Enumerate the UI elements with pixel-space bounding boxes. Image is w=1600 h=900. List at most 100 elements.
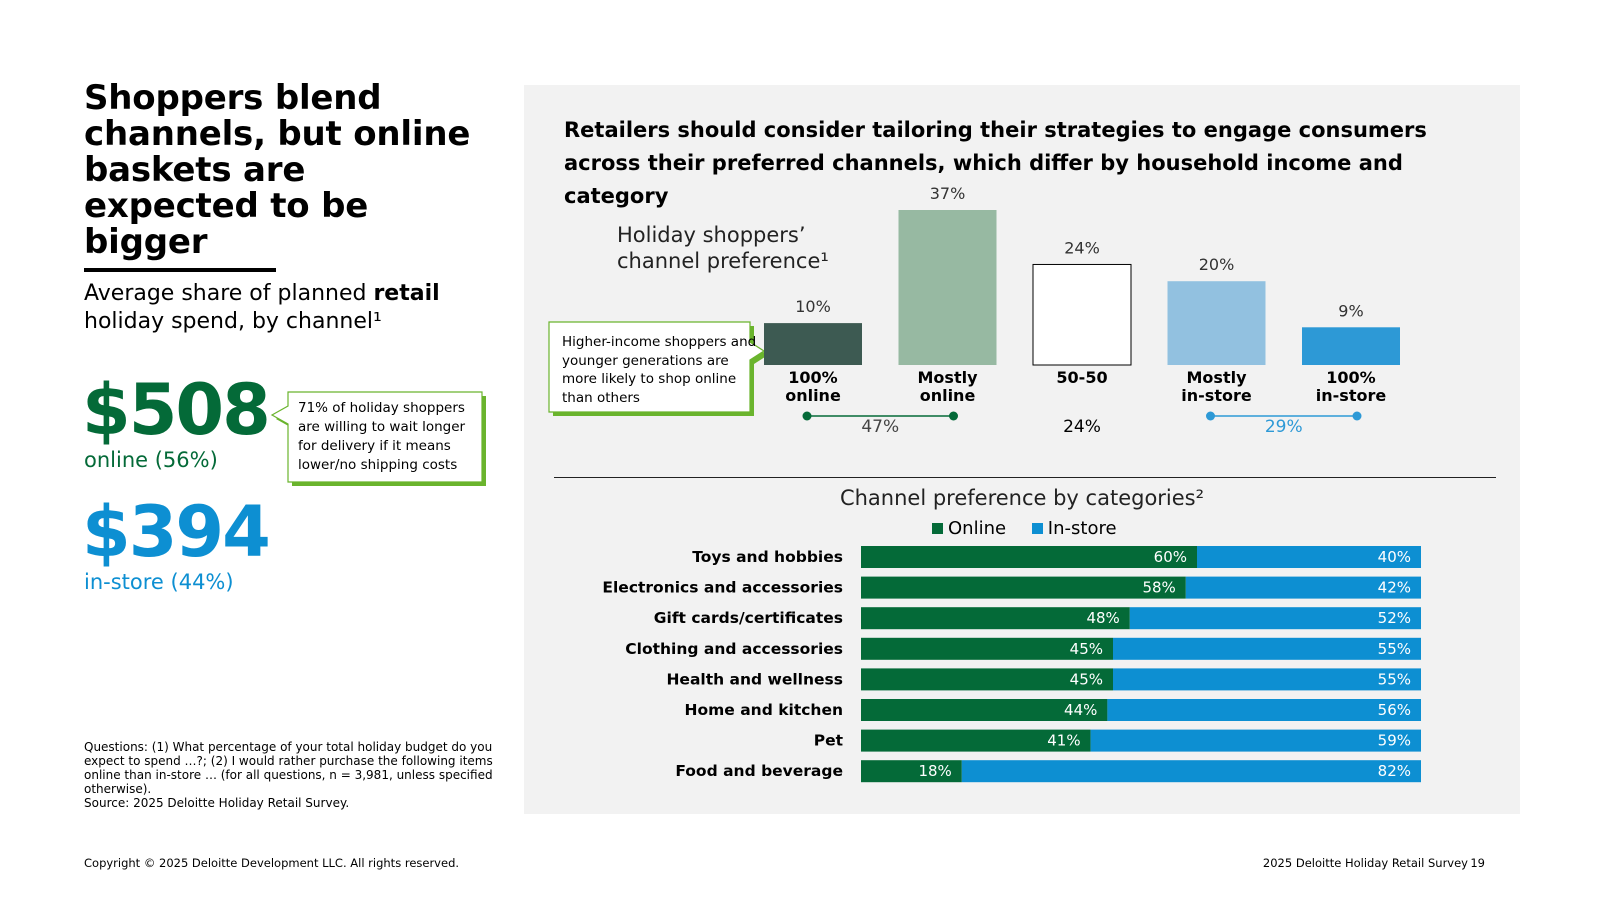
column-category-label: 100% [788,368,837,387]
bar-value-online: 45% [1070,640,1103,658]
channel-preference-title: Holiday shoppers’ channel preference¹ [617,222,829,274]
column-category-label: Mostly [918,368,979,387]
bar-segment-instore [1113,668,1421,691]
column-category-label: in-store [1316,386,1387,405]
bar-value-instore: 56% [1378,701,1411,719]
shipping-callout: 71% of holiday shoppers are willing to w… [270,387,490,487]
column-category-label: 100% [1326,368,1375,387]
group-bracket-dot [802,411,812,421]
bar-value-online: 41% [1047,732,1080,750]
category-chart-legend: Online In-store [932,518,1137,539]
bar-value-instore: 55% [1378,670,1411,688]
column-value-label: 37% [930,184,966,203]
bar-segment-instore [1197,546,1421,568]
bar-value-instore: 55% [1378,640,1411,658]
bar-value-online: 18% [918,762,951,780]
bar-segment-online [861,760,962,783]
column-bar [1167,281,1266,365]
shipping-callout-text: 71% of holiday shoppers are willing to w… [298,400,466,473]
callout-bubble-shape [270,391,486,486]
section-divider [554,477,1496,478]
bar-segment-online [861,576,1186,599]
legend-label-online: Online [948,518,1007,539]
column-bar [1302,327,1400,365]
income-callout: Higher-income shoppers and younger gener… [548,321,776,423]
bar-segment-online [861,699,1108,721]
bar-segment-instore [961,760,1421,783]
footer-survey-label: 2025 Deloitte Holiday Retail Survey [1262,856,1468,870]
column-bar [1032,263,1132,366]
source-text: Source: 2025 Deloitte Holiday Retail Sur… [84,796,350,810]
group-total-label: 29% [1265,417,1303,437]
category-label: Toys and hobbies [692,548,843,566]
bar-value-instore: 52% [1378,609,1411,627]
legend-label-instore: In-store [1047,518,1117,539]
subtitle-prefix: Average share of planned [84,281,374,306]
group-bracket-dot [1206,411,1215,421]
bar-value-instore: 40% [1378,548,1411,566]
category-label: Home and kitchen [685,701,843,719]
bar-value-instore: 82% [1378,762,1411,780]
online-spend-label: online (56%) [84,448,218,472]
chart-panel [524,85,1520,814]
column-bar [764,323,862,365]
legend-item-instore: In-store [1031,518,1117,539]
online-spend-amount: $508 [82,369,271,451]
bar-segment-instore [1113,637,1421,660]
group-total-label: 47% [861,417,899,437]
column-value-label: 24% [1064,238,1100,257]
legend-item-online: Online [932,518,1006,539]
title-underline [84,268,276,272]
bar-segment-instore [1129,607,1421,630]
bar-segment-instore [1090,729,1421,752]
category-label: Electronics and accessories [602,579,843,597]
column-category-label: online [920,386,976,405]
group-total-label: 24% [1063,417,1101,437]
bar-segment-online [861,668,1113,691]
column-category-label: online [785,386,841,405]
bar-value-online: 45% [1070,670,1103,688]
column-value-label: 10% [795,297,831,316]
column-category-label: Mostly [1187,368,1248,387]
page-title: Shoppers blend channels, but online bask… [84,78,471,262]
questions-text: Questions: (1) What percentage of your t… [84,740,493,796]
bar-value-online: 60% [1154,548,1187,566]
bar-segment-online [861,637,1113,660]
channel-preference-title-line1: Holiday shoppers’ [617,223,806,247]
group-bracket-dot [1352,411,1362,421]
subtitle-suffix: holiday spend, by channel¹ [84,309,382,334]
category-label: Health and wellness [666,670,843,688]
column-category-label: 50-50 [1056,368,1107,387]
bar-segment-online [861,729,1091,752]
income-callout-text: Higher-income shoppers and younger gener… [562,334,757,406]
bar-value-instore: 42% [1378,579,1411,597]
column-value-label: 9% [1338,301,1363,320]
copyright-text: Copyright © 2025 Deloitte Development LL… [84,856,460,870]
column-category-label: in-store [1181,386,1252,405]
bar-value-online: 44% [1064,701,1097,719]
page-number: 19 [1470,856,1485,870]
category-preference-chart: Toys and hobbies 60% 40% Electronics and ac… [602,546,1421,783]
bar-segment-online [861,546,1197,568]
instore-spend-amount: $394 [82,491,271,573]
channel-preference-chart: 10%100%online37%Mostlyonline24%50-5020%M… [764,184,1400,437]
bar-segment-online [861,607,1130,630]
channel-preference-title-line2: channel preference¹ [617,249,829,273]
column-value-label: 20% [1199,255,1235,274]
bar-segment-instore [1185,576,1421,599]
bar-value-online: 48% [1086,609,1119,627]
spend-subtitle: Average share of planned retail holiday … [84,280,484,336]
footnote-questions: Questions: (1) What percentage of your t… [84,740,504,810]
instore-spend-label: in-store (44%) [84,570,234,594]
panel-headline: Retailers should consider tailoring thei… [564,118,1427,208]
legend-swatch-instore [1031,523,1043,534]
bar-value-instore: 59% [1378,732,1411,750]
group-bracket-dot [949,411,958,421]
legend-swatch-online [932,523,943,534]
column-bar [898,210,997,365]
category-label: Gift cards/certificates [654,609,843,627]
category-label: Pet [814,732,844,750]
category-label: Food and beverage [675,762,843,780]
income-callout-shape [548,321,768,416]
footer-survey-name: 2025 Deloitte Holiday Retail Survey [1263,856,1468,870]
